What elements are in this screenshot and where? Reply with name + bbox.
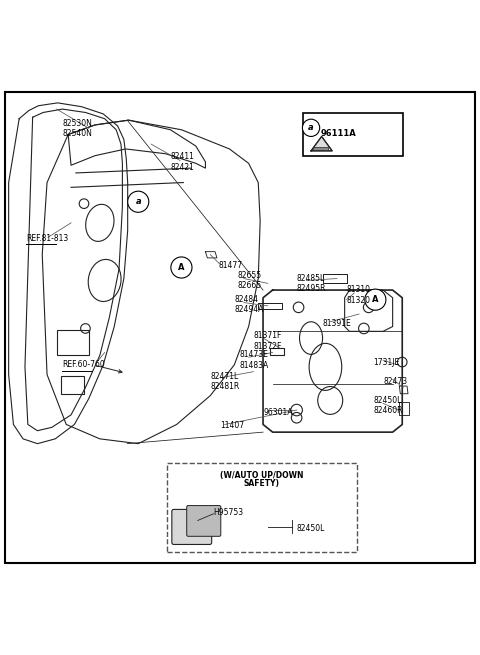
Text: 82471L
82481R: 82471L 82481R <box>210 371 240 391</box>
FancyBboxPatch shape <box>187 506 221 536</box>
Circle shape <box>128 191 149 212</box>
Text: a: a <box>308 123 314 132</box>
Text: 82450L: 82450L <box>297 523 325 533</box>
Text: REF.81-813: REF.81-813 <box>26 234 69 243</box>
Text: 82484
82494A: 82484 82494A <box>234 295 264 314</box>
Text: a: a <box>135 197 141 206</box>
Text: REF.60-760: REF.60-760 <box>62 360 105 369</box>
Text: 81371F
81372F: 81371F 81372F <box>253 331 282 350</box>
Text: 11407: 11407 <box>220 421 244 430</box>
Text: 1731JE: 1731JE <box>373 358 400 367</box>
Text: 81310
81320: 81310 81320 <box>347 285 371 305</box>
Circle shape <box>302 119 320 136</box>
Text: 82450L
82460R: 82450L 82460R <box>373 396 403 415</box>
Circle shape <box>171 257 192 278</box>
Polygon shape <box>311 136 332 151</box>
Text: SAFETY): SAFETY) <box>244 479 279 488</box>
Text: 96111A: 96111A <box>321 128 356 138</box>
Text: 81391E: 81391E <box>323 319 351 328</box>
FancyBboxPatch shape <box>172 510 212 544</box>
Text: 82485L
82495R: 82485L 82495R <box>297 274 326 293</box>
Circle shape <box>365 289 386 310</box>
Text: 96301A: 96301A <box>263 409 292 417</box>
Text: 81477: 81477 <box>218 261 242 270</box>
Text: A: A <box>372 295 379 304</box>
Text: 82655
82665: 82655 82665 <box>238 271 262 290</box>
Bar <box>57 330 89 356</box>
Text: 82473: 82473 <box>384 377 408 386</box>
Text: H95753: H95753 <box>214 508 244 517</box>
FancyBboxPatch shape <box>167 463 357 552</box>
Text: 82411
82421: 82411 82421 <box>170 152 194 172</box>
FancyBboxPatch shape <box>313 147 328 151</box>
Text: 81473E
81483A: 81473E 81483A <box>240 350 269 370</box>
FancyBboxPatch shape <box>303 113 403 156</box>
FancyBboxPatch shape <box>5 92 475 563</box>
Text: (W/AUTO UP/DOWN: (W/AUTO UP/DOWN <box>220 471 303 480</box>
Bar <box>61 375 84 394</box>
Text: A: A <box>178 263 185 272</box>
Text: 82530N
82540N: 82530N 82540N <box>62 119 92 138</box>
